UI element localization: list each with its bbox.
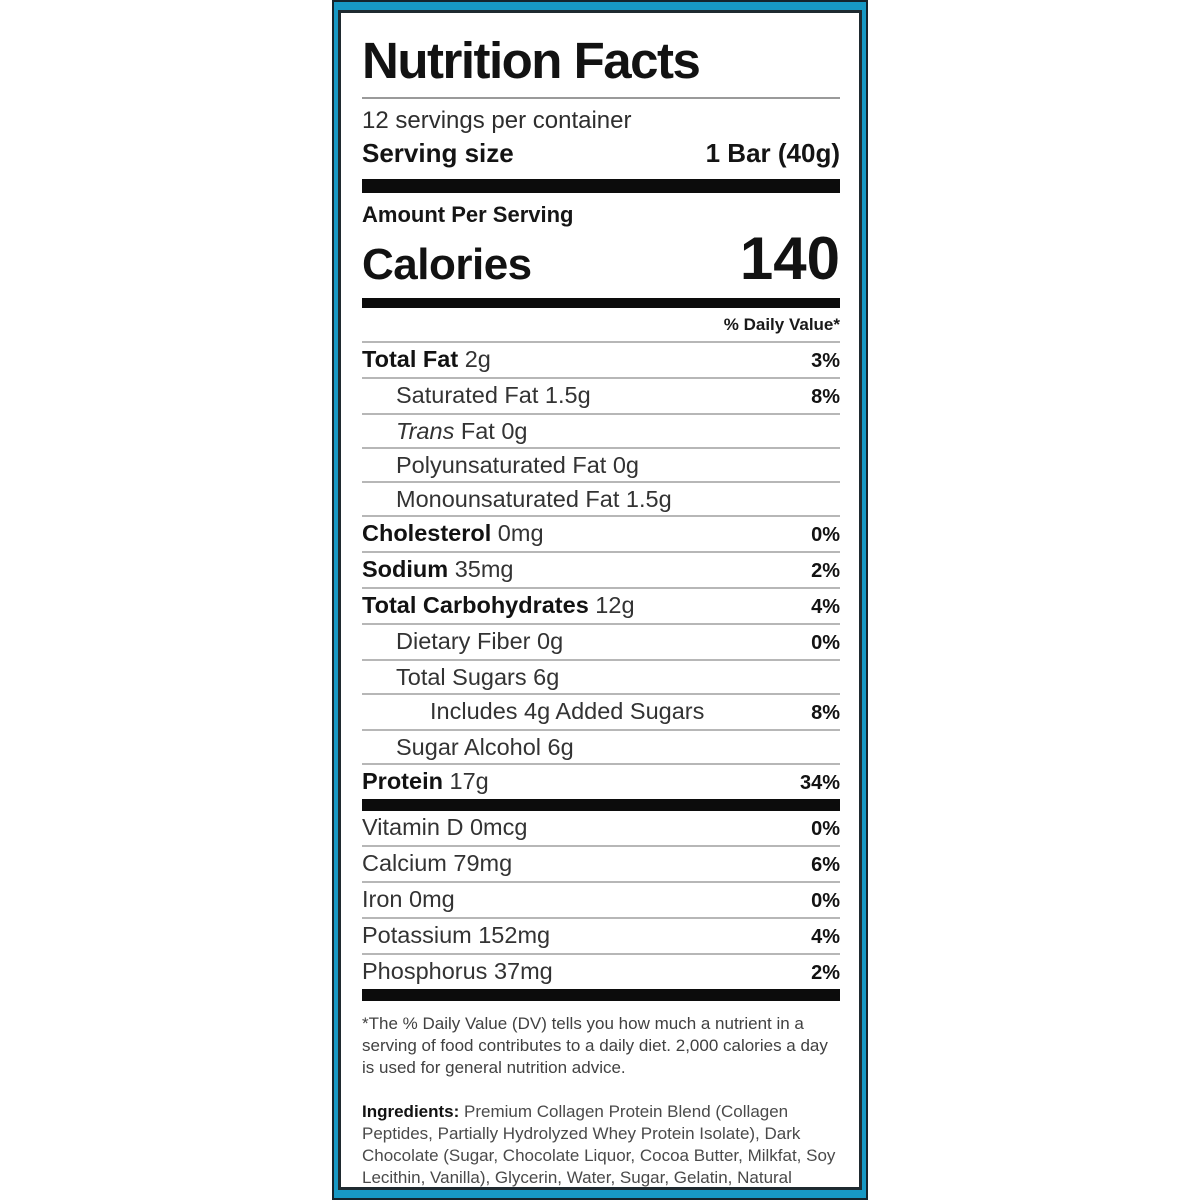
nutrient-name: Potassium 152mg <box>362 922 551 948</box>
nutrient-name: Includes 4g Added Sugars <box>430 698 705 724</box>
nutrient-rows: Total Fat 2g 3% Saturated Fat 1.5g 8% Trans … <box>362 341 840 799</box>
serving-size-label: Serving size <box>362 138 514 168</box>
nutrient-name: Iron 0mg <box>362 886 455 912</box>
thick-divider-bar <box>362 799 840 811</box>
nutrient-row: Vitamin D 0mcg 0% <box>362 811 840 845</box>
calories-value: 140 <box>739 225 840 292</box>
nutrient-row: Phosphorus 37mg 2% <box>362 953 840 989</box>
daily-value-percent: 8% <box>811 386 840 408</box>
title-divider <box>362 97 840 99</box>
nutrient-row: Includes 4g Added Sugars 8% <box>362 693 840 729</box>
nutrient-name: Total Sugars 6g <box>396 664 560 690</box>
ingredients-label: Ingredients: <box>362 1102 460 1121</box>
serving-size-row: Serving size 1 Bar (40g) <box>362 138 840 169</box>
nutrient-row: Sugar Alcohol 6g <box>362 729 840 763</box>
daily-value-percent: 8% <box>811 702 840 724</box>
nutrient-row: Total Carbohydrates 12g 4% <box>362 587 840 623</box>
nutrient-name: Phosphorus 37mg <box>362 958 553 984</box>
nutrient-row: Dietary Fiber 0g 0% <box>362 623 840 659</box>
nutrient-row: Calcium 79mg 6% <box>362 845 840 881</box>
nutrient-row: Potassium 152mg 4% <box>362 917 840 953</box>
nutrient-row: Trans Fat 0g <box>362 413 840 447</box>
daily-value-percent: 2% <box>811 962 840 984</box>
thick-divider-bar <box>362 989 840 1001</box>
daily-value-footnote: *The % Daily Value (DV) tells you how mu… <box>362 1014 828 1077</box>
nutrient-name: Total Fat 2g <box>362 346 491 372</box>
nutrient-row: Total Fat 2g 3% <box>362 341 840 377</box>
daily-value-percent: 3% <box>811 350 840 372</box>
nutrient-name: Protein 17g <box>362 768 489 794</box>
nutrient-name: Sodium 35mg <box>362 556 514 582</box>
servings-per-container: 12 servings per container <box>362 107 632 134</box>
nutrient-row: Protein 17g 34% <box>362 763 840 799</box>
ingredients-text: Premium Collagen Protein Blend (Collagen… <box>362 1102 836 1187</box>
nutrient-row: Monounsaturated Fat 1.5g <box>362 481 840 515</box>
daily-value-percent: 2% <box>811 560 840 582</box>
nutrient-row: Sodium 35mg 2% <box>362 551 840 587</box>
label-title: Nutrition Facts <box>362 32 701 89</box>
thick-divider-bar <box>362 179 840 193</box>
nutrition-label: Nutrition Facts 12 servings per containe… <box>332 0 868 1200</box>
thick-divider-bar <box>362 298 840 308</box>
nutrient-row: Cholesterol 0mg 0% <box>362 515 840 551</box>
nutrient-row: Iron 0mg 0% <box>362 881 840 917</box>
nutrient-name: Total Carbohydrates 12g <box>362 592 635 618</box>
nutrient-name: Calcium 79mg <box>362 850 513 876</box>
daily-value-percent: 0% <box>811 632 840 654</box>
nutrient-name: Polyunsaturated Fat 0g <box>396 452 639 478</box>
daily-value-header: % Daily Value* <box>723 315 840 334</box>
daily-value-percent: 0% <box>811 524 840 546</box>
nutrient-row: Saturated Fat 1.5g 8% <box>362 377 840 413</box>
nutrient-name: Trans Fat 0g <box>396 418 528 444</box>
daily-value-percent: 0% <box>811 818 840 840</box>
daily-value-percent: 4% <box>811 596 840 618</box>
daily-value-percent: 6% <box>811 854 840 876</box>
nutrient-name: Dietary Fiber 0g <box>396 628 564 654</box>
amount-per-serving-label: Amount Per Serving <box>362 202 574 227</box>
nutrient-row: Total Sugars 6g <box>362 659 840 693</box>
daily-value-percent: 0% <box>811 890 840 912</box>
nutrient-name: Vitamin D 0mcg <box>362 814 528 840</box>
daily-value-percent: 34% <box>799 772 840 794</box>
micronutrient-rows: Vitamin D 0mcg 0% Calcium 79mg 6% Iron 0mg 0%… <box>362 811 840 989</box>
nutrient-row: Polyunsaturated Fat 0g <box>362 447 840 481</box>
serving-size-value: 1 Bar (40g) <box>705 138 840 168</box>
nutrient-name: Monounsaturated Fat 1.5g <box>396 486 672 512</box>
nutrient-name: Sugar Alcohol 6g <box>396 734 574 760</box>
nutrient-name: Saturated Fat 1.5g <box>396 382 591 408</box>
calories-row: Calories 140 <box>362 224 840 293</box>
ingredients-paragraph: Ingredients: Premium Collagen Protein Bl… <box>362 1101 840 1187</box>
nutrient-name: Cholesterol 0mg <box>362 520 544 546</box>
calories-label: Calories <box>362 240 532 289</box>
label-teal-border: Nutrition Facts 12 servings per containe… <box>334 2 866 1198</box>
daily-value-percent: 4% <box>811 926 840 948</box>
label-body: Nutrition Facts 12 servings per containe… <box>338 10 862 1190</box>
